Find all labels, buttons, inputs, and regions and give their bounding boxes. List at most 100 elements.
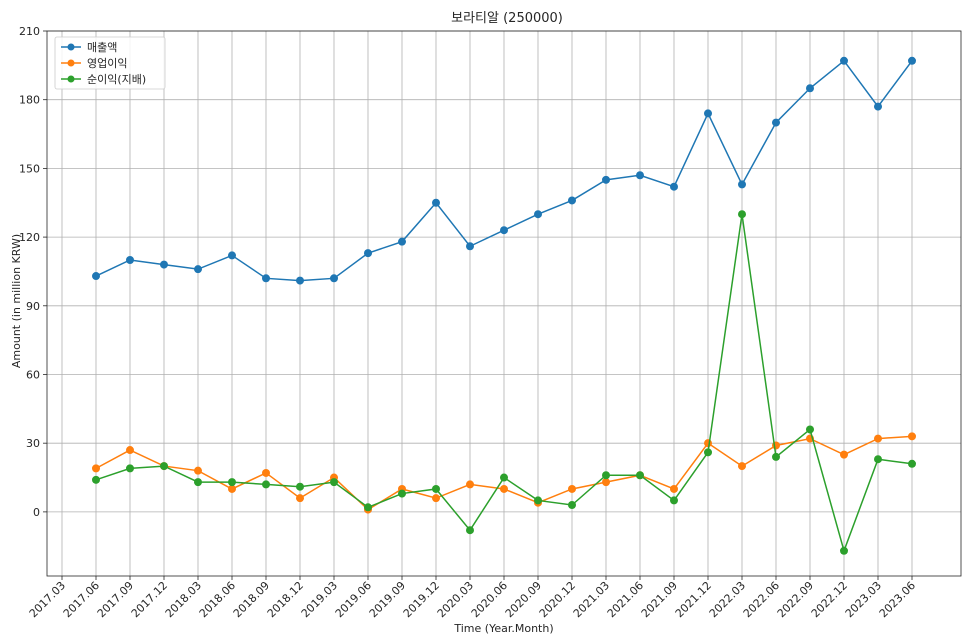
data-point (296, 494, 304, 503)
data-point (806, 425, 814, 434)
data-point (772, 118, 780, 127)
x-tick-label: 2021.09 (639, 579, 680, 620)
x-tick-label: 2017.09 (95, 579, 136, 620)
data-point (228, 251, 236, 260)
data-point (160, 260, 168, 269)
data-point (194, 478, 202, 487)
data-point (704, 448, 712, 457)
y-axis-label: Amount (in million KRW) (10, 234, 23, 368)
data-point (228, 478, 236, 487)
legend-item: 매출액 (61, 41, 117, 54)
data-point (160, 462, 168, 471)
legend-marker (67, 43, 75, 51)
x-tick-label: 2019.06 (333, 579, 374, 620)
data-point (534, 210, 542, 219)
legend-item: 영업이익 (61, 57, 127, 70)
y-tick-label: 210 (19, 25, 40, 38)
data-point (602, 471, 610, 480)
data-point (466, 526, 474, 535)
legend-label: 매출액 (87, 41, 117, 54)
data-point (602, 478, 610, 487)
data-point (194, 466, 202, 475)
legend-label: 순이익(지배) (87, 73, 146, 86)
data-point (330, 274, 338, 283)
data-point (432, 484, 440, 493)
x-tick-label: 2020.09 (503, 579, 544, 620)
data-point (364, 503, 372, 512)
legend-box (54, 36, 166, 90)
chart-title: 보라티알 (250000) (451, 11, 563, 26)
x-tick-label: 2017.06 (61, 579, 102, 620)
data-point (738, 462, 746, 471)
data-point (398, 489, 406, 498)
x-tick-label: 2021.03 (571, 579, 612, 620)
x-tick-label: 2018.03 (163, 579, 204, 620)
data-point (636, 471, 644, 480)
data-point (704, 439, 712, 448)
x-tick-label: 2022.03 (707, 579, 748, 620)
data-point (466, 242, 474, 251)
x-tick-label: 2018.06 (197, 579, 238, 620)
data-point (126, 255, 134, 264)
data-point (92, 272, 100, 281)
x-tick-label: 2017.12 (129, 579, 170, 620)
data-point (568, 484, 576, 493)
data-point (92, 464, 100, 473)
y-tick-label: 150 (19, 162, 40, 175)
x-tick-label: 2023.06 (877, 579, 918, 620)
x-tick-label: 2019.09 (367, 579, 408, 620)
legend-marker (67, 59, 75, 67)
data-point (772, 441, 780, 450)
legend-item: 순이익(지배) (61, 73, 146, 86)
grid (47, 30, 961, 576)
data-point (636, 171, 644, 180)
data-point (92, 475, 100, 484)
data-point (330, 478, 338, 487)
data-point (262, 480, 270, 489)
x-tick-label: 2019.12 (401, 579, 442, 620)
x-tick-label: 2020.03 (435, 579, 476, 620)
plot-frame (46, 30, 962, 577)
series-layer (92, 56, 916, 555)
y-tick-label: 30 (26, 437, 40, 450)
x-tick-label: 2018.12 (265, 579, 306, 620)
y-tick-label: 120 (19, 231, 40, 244)
series-3 (92, 210, 916, 555)
data-point (840, 546, 848, 555)
data-point (874, 434, 882, 443)
legend-marker (67, 75, 75, 83)
data-point (874, 102, 882, 111)
data-point (738, 210, 746, 219)
data-point (398, 237, 406, 246)
series-1 (92, 56, 916, 285)
x-axis-label: Time (Year.Month) (453, 622, 553, 635)
data-point (908, 459, 916, 468)
data-point (296, 276, 304, 285)
data-point (364, 249, 372, 258)
data-point (908, 56, 916, 65)
data-point (194, 265, 202, 274)
y-tick-label: 180 (19, 94, 40, 107)
x-tick-label: 2017.03 (27, 579, 68, 620)
data-point (568, 501, 576, 510)
data-point (262, 468, 270, 477)
x-tick-label: 2020.06 (469, 579, 510, 620)
data-point (908, 432, 916, 441)
data-point (126, 446, 134, 455)
data-point (500, 226, 508, 235)
x-tick-label: 2022.12 (809, 579, 850, 620)
data-point (296, 482, 304, 491)
data-point (602, 175, 610, 184)
y-tick-label: 60 (26, 368, 40, 381)
data-point (772, 452, 780, 461)
data-point (228, 484, 236, 493)
data-point (126, 464, 134, 473)
data-point (500, 473, 508, 482)
data-point (840, 450, 848, 459)
x-tick-label: 2023.03 (843, 579, 884, 620)
data-point (568, 196, 576, 205)
data-point (874, 455, 882, 464)
x-tick-label: 2020.12 (537, 579, 578, 620)
